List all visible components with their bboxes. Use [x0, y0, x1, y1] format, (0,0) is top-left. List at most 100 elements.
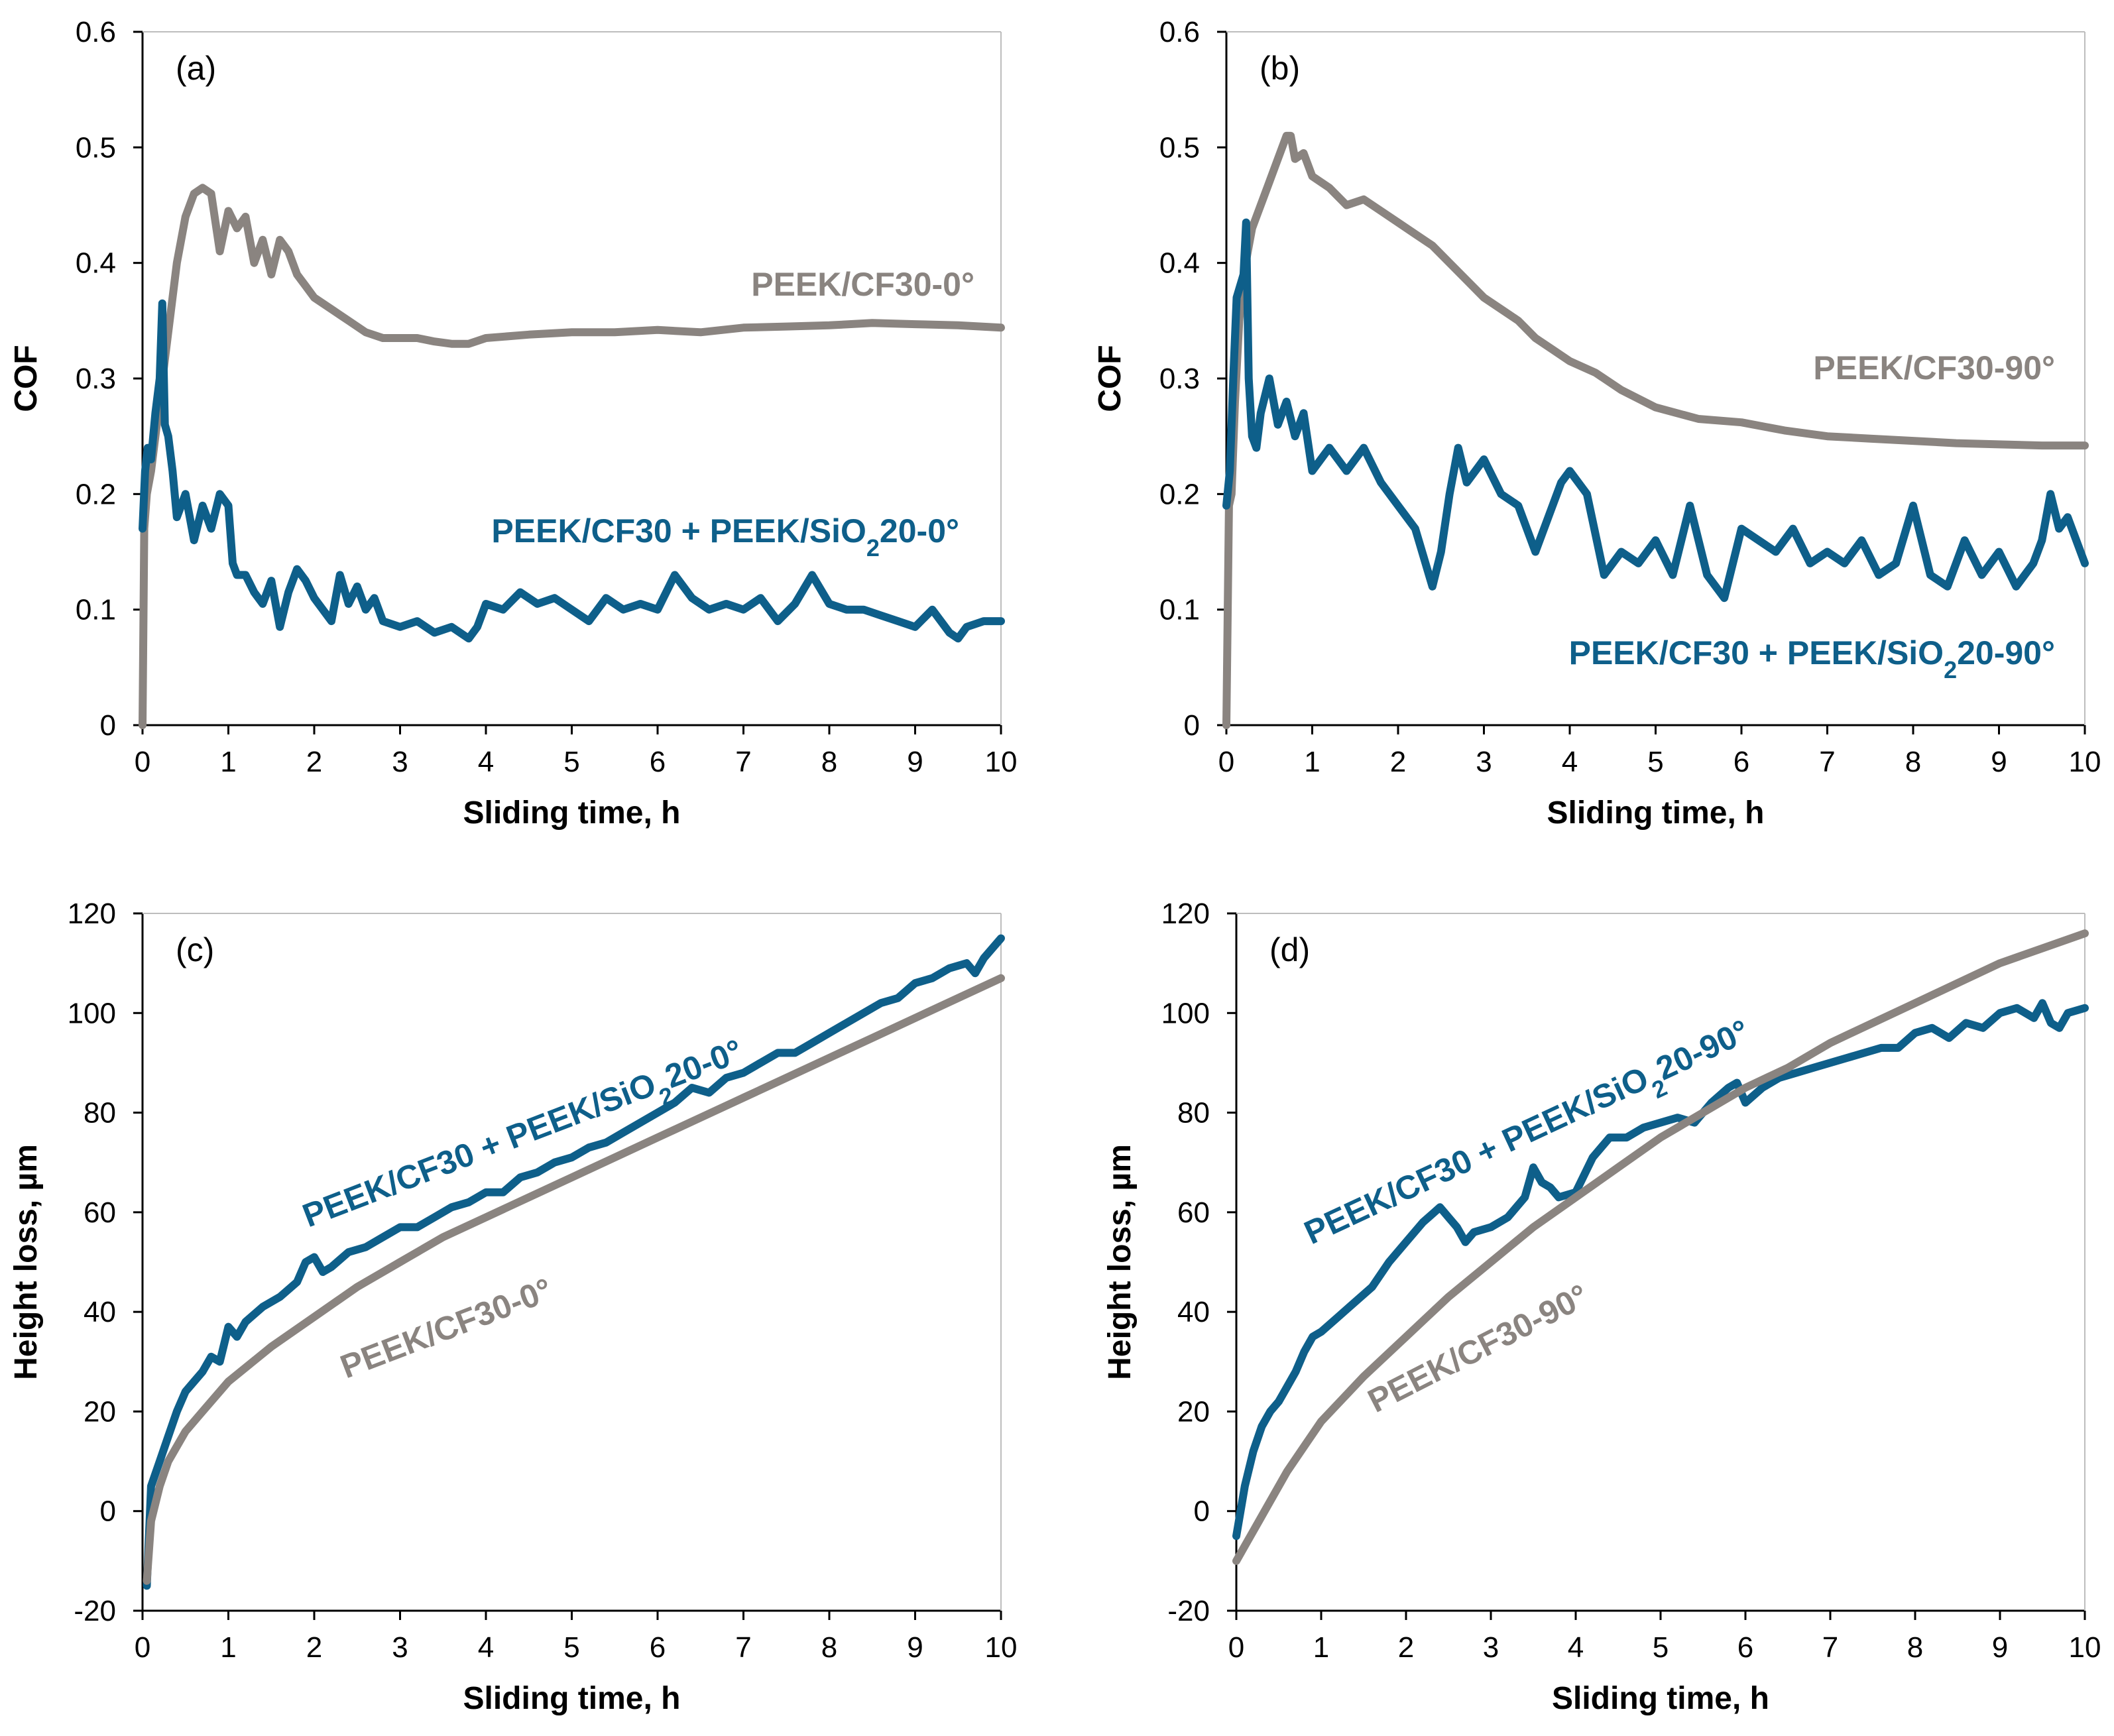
x-tick-label: 2 — [1390, 746, 1406, 778]
x-tick-label: 10 — [985, 746, 1018, 778]
x-axis-title: Sliding time, h — [1547, 795, 1764, 831]
series-line-peek-cf30-peek-sio2-20-90 — [1232, 999, 2089, 1540]
x-tick-label: 7 — [735, 746, 751, 778]
x-tick-label: 0 — [1218, 746, 1234, 778]
label-part: PEEK/CF30-0° — [751, 266, 974, 303]
series-line-peek-cf30-0 — [143, 974, 1005, 1585]
y-tick-label: 120 — [68, 897, 116, 930]
x-tick-label: 8 — [821, 746, 837, 778]
x-tick-label: 5 — [1653, 1631, 1669, 1664]
series-line-peek-cf30-0 — [139, 184, 1005, 729]
y-tick-label: 20 — [1177, 1395, 1210, 1428]
label-part: 20-90° — [1651, 1012, 1755, 1087]
x-tick-label: 1 — [1304, 746, 1320, 778]
y-tick-label: 0 — [100, 709, 116, 742]
x-tick-label: 4 — [478, 746, 494, 778]
x-tick-label: 9 — [1992, 1631, 2008, 1664]
x-tick-label: 1 — [220, 1631, 236, 1664]
x-tick-label: 7 — [735, 1631, 751, 1664]
subscript: 2 — [866, 534, 880, 561]
y-tick-label: 0.5 — [1159, 131, 1200, 164]
y-tick-label: 120 — [1161, 897, 1210, 930]
x-tick-label: 10 — [2069, 1631, 2101, 1664]
series-label-peek-cf30-peek-sio2-20-90: PEEK/CF30 + PEEK/SiO220-90° — [1569, 634, 2055, 683]
label-part: PEEK/CF30 + PEEK/SiO — [491, 512, 866, 550]
label-part: PEEK/CF30 + PEEK/SiO — [1569, 634, 1944, 671]
y-tick-label: 0.3 — [1159, 363, 1200, 395]
panel-c: -20 0 20 40 60 80 100 120 0 1 2 3 4 5 6 7 8 9 10 Sliding ti… — [9, 897, 1017, 1716]
label-part: PEEK/CF30 + PEEK/SiO — [1299, 1059, 1654, 1251]
y-tick-label: 0.1 — [76, 594, 116, 626]
x-tick-label: 9 — [907, 746, 923, 778]
y-tick-label: 0 — [1184, 709, 1200, 742]
panel-a: 0 0.1 0.2 0.3 0.4 0.5 0.6 0 1 2 3 4 5 6 7 8 9 10 Sliding t… — [9, 16, 1017, 831]
y-tick-label: 80 — [1177, 1097, 1210, 1129]
y-tick-label: 0.3 — [76, 363, 116, 395]
series-label-peek-cf30-0: PEEK/CF30-0° — [335, 1271, 557, 1385]
series-label-peek-cf30-peek-sio2-20-0: PEEK/CF30 + PEEK/SiO220-0° — [298, 1032, 752, 1245]
x-tick-label: 3 — [392, 1631, 408, 1664]
x-tick-label: 9 — [1991, 746, 2007, 778]
y-tick-label: 0.2 — [1159, 478, 1200, 510]
x-tick-label: 10 — [2069, 746, 2101, 778]
label-part: PEEK/CF30-90° — [1813, 349, 2055, 386]
x-tick-label: 10 — [985, 1631, 1018, 1664]
x-tick-label: 2 — [306, 746, 322, 778]
y-tick-label: 0.1 — [1159, 594, 1200, 626]
x-tick-label: 6 — [650, 746, 666, 778]
x-tick-label: 2 — [306, 1631, 322, 1664]
y-axis-title: Height loss, µm — [1102, 1144, 1138, 1380]
x-tick-label: 6 — [1733, 746, 1749, 778]
x-tick-label: 5 — [1647, 746, 1663, 778]
x-tick-label: 4 — [1568, 1631, 1584, 1664]
y-tick-label: 0.4 — [76, 247, 116, 280]
x-tick-label: 3 — [1483, 1631, 1499, 1664]
y-tick-label: -20 — [1167, 1595, 1210, 1627]
x-axis-title: Sliding time, h — [463, 795, 680, 831]
y-tick-label: 20 — [84, 1395, 116, 1428]
x-tick-label: 9 — [907, 1631, 923, 1664]
x-tick-label: 8 — [821, 1631, 837, 1664]
panel-label: (d) — [1269, 931, 1310, 968]
x-tick-label: 7 — [1819, 746, 1835, 778]
x-tick-label: 8 — [1905, 746, 1921, 778]
series-label-peek-cf30-peek-sio2-20-0: PEEK/CF30 + PEEK/SiO220-0° — [491, 512, 959, 561]
label-part: PEEK/CF30-0° — [335, 1271, 557, 1385]
x-axis-title: Sliding time, h — [1552, 1681, 1769, 1716]
series-label-peek-cf30-90: PEEK/CF30-90° — [1813, 349, 2055, 386]
x-tick-label: 0 — [135, 1631, 150, 1664]
panel-label: (a) — [176, 50, 216, 87]
y-tick-label: 0 — [1194, 1495, 1210, 1528]
x-tick-label: 8 — [1907, 1631, 1923, 1664]
series-label-peek-cf30-peek-sio2-20-90: PEEK/CF30 + PEEK/SiO220-90° — [1299, 1012, 1760, 1262]
y-tick-label: 0.4 — [1159, 247, 1200, 280]
series-line-peek-cf30-90 — [1232, 929, 2089, 1565]
y-tick-label: 0.6 — [76, 16, 116, 48]
x-tick-label: 6 — [650, 1631, 666, 1664]
x-tick-label: 3 — [1476, 746, 1492, 778]
y-tick-label: 40 — [1177, 1296, 1210, 1328]
y-tick-label: 0 — [100, 1495, 116, 1528]
label-part: 20-0° — [660, 1032, 747, 1095]
panel-b: 0 0.1 0.2 0.3 0.4 0.5 0.6 0 1 2 3 4 5 6 7 8 9 10 Sliding t… — [1092, 16, 2101, 831]
x-tick-label: 6 — [1737, 1631, 1753, 1664]
y-tick-label: 40 — [84, 1296, 116, 1328]
panel-label: (c) — [176, 931, 214, 968]
y-axis-title: COF — [1092, 345, 1128, 412]
x-tick-label: 0 — [135, 746, 150, 778]
panel-label: (b) — [1260, 50, 1300, 87]
y-tick-label: 0.2 — [76, 478, 116, 510]
series-line-peek-cf30-peek-sio2-20-0 — [143, 934, 1005, 1590]
y-tick-label: 60 — [1177, 1196, 1210, 1229]
x-axis-title: Sliding time, h — [463, 1681, 680, 1716]
y-tick-label: 0.6 — [1159, 16, 1200, 48]
y-tick-label: 100 — [68, 997, 116, 1029]
series-line-peek-cf30-peek-sio2-20-90 — [1222, 218, 2089, 603]
y-tick-label: 0.5 — [76, 131, 116, 164]
subscript: 2 — [1944, 656, 1957, 683]
series-line-peek-cf30-90 — [1222, 131, 2089, 729]
x-tick-label: 5 — [563, 1631, 579, 1664]
y-axis-title: COF — [9, 345, 44, 412]
y-tick-label: 80 — [84, 1097, 116, 1129]
